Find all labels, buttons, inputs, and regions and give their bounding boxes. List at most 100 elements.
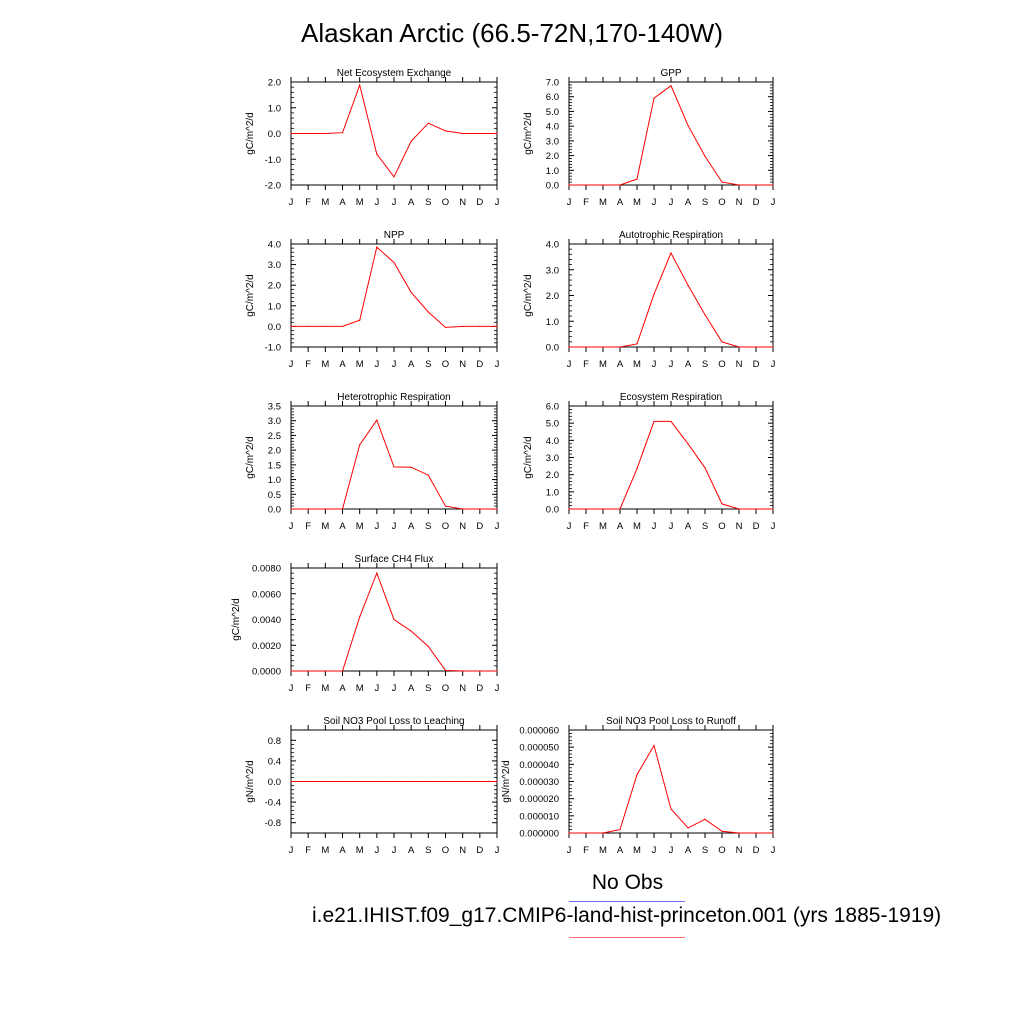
- x-tick-label: J: [771, 197, 776, 208]
- data-point: [341, 132, 344, 134]
- data-point: [393, 176, 395, 178]
- data-point: [704, 314, 706, 316]
- y-tick-label: 1.0: [546, 487, 559, 498]
- plot-frame: [568, 81, 774, 186]
- y-axis-label: gC/m^2/d: [523, 112, 534, 155]
- data-point: [307, 325, 309, 327]
- y-tick-label: 2.0: [268, 281, 281, 292]
- data-point: [462, 780, 464, 783]
- data-point: [619, 508, 621, 510]
- x-tick-label: J: [567, 845, 572, 856]
- x-tick-label: O: [442, 521, 449, 532]
- x-tick-label: A: [339, 845, 346, 856]
- x-tick-label: J: [771, 845, 776, 856]
- y-tick-label: 0.0080: [252, 564, 281, 575]
- data-point: [653, 97, 655, 99]
- x-tick-label: A: [339, 359, 346, 370]
- data-point: [444, 130, 447, 132]
- x-tick-label: J: [669, 845, 674, 856]
- data-point: [721, 341, 723, 343]
- data-point: [721, 830, 723, 832]
- data-point: [496, 670, 498, 672]
- data-point: [619, 828, 621, 831]
- data-point: [687, 284, 689, 286]
- data-point: [376, 419, 378, 421]
- x-tick-label: N: [459, 197, 466, 208]
- data-point: [324, 670, 326, 672]
- x-tick-label: M: [599, 197, 607, 208]
- panel-title: Soil NO3 Pool Loss to Leaching: [323, 716, 464, 727]
- data-point: [410, 291, 412, 294]
- panel-title: Soil NO3 Pool Loss to Runoff: [606, 716, 736, 727]
- data-point: [307, 780, 309, 783]
- x-tick-label: A: [408, 197, 415, 208]
- x-tick-label: A: [408, 683, 415, 694]
- data-point: [721, 503, 723, 505]
- x-tick-label: S: [425, 683, 431, 694]
- x-tick-label: S: [425, 197, 431, 208]
- x-tick-label: M: [321, 197, 329, 208]
- y-axis-label: gN/m^2/d: [245, 760, 256, 803]
- y-tick-label: 4.0: [546, 436, 559, 447]
- panel-title: Surface CH4 Flux: [355, 554, 434, 565]
- y-tick-label: 2.0: [546, 151, 559, 162]
- x-tick-label: J: [652, 359, 657, 370]
- y-tick-label: 1.0: [268, 103, 281, 114]
- panel-title: GPP: [660, 68, 681, 79]
- data-point: [496, 325, 498, 327]
- x-tick-label: M: [633, 359, 641, 370]
- data-point: [479, 780, 481, 783]
- data-point: [290, 508, 292, 510]
- data-point: [427, 122, 429, 124]
- x-tick-label: A: [617, 845, 624, 856]
- series-line: [569, 251, 773, 348]
- legend-model-label: i.e21.IHIST.f09_g17.CMIP6-land-hist-prin…: [312, 904, 942, 927]
- x-tick-label: O: [442, 359, 449, 370]
- x-tick-label: J: [652, 197, 657, 208]
- x-tick-label: A: [685, 359, 692, 370]
- y-tick-label: -0.8: [265, 818, 281, 829]
- series-line: [291, 246, 497, 328]
- x-tick-label: M: [321, 521, 329, 532]
- data-point: [359, 780, 361, 783]
- x-tick-label: J: [669, 197, 674, 208]
- x-tick-label: J: [392, 359, 397, 370]
- data-point: [393, 261, 395, 264]
- data-point: [462, 508, 464, 510]
- x-tick-label: N: [459, 845, 466, 856]
- y-tick-label: 0.000030: [519, 777, 559, 788]
- data-point: [427, 645, 429, 648]
- x-tick-label: S: [702, 521, 708, 532]
- panel-title: NPP: [384, 230, 405, 241]
- x-tick-label: J: [374, 845, 379, 856]
- x-tick-label: J: [652, 521, 657, 532]
- y-tick-label: 1.0: [546, 166, 559, 177]
- x-tick-label: A: [339, 521, 346, 532]
- x-tick-label: A: [685, 845, 692, 856]
- y-tick-label: 3.0: [268, 260, 281, 271]
- data-point: [307, 508, 309, 510]
- data-point: [602, 346, 604, 348]
- x-tick-label: M: [321, 683, 329, 694]
- x-tick-label: S: [702, 197, 708, 208]
- x-tick-label: N: [459, 359, 466, 370]
- x-tick-label: J: [771, 521, 776, 532]
- data-point: [359, 319, 361, 321]
- chart-panel: Autotrophic Respiration gC/m^2/d 0.0 1.0 2.0…: [523, 230, 776, 370]
- x-tick-label: M: [599, 845, 607, 856]
- x-tick-label: M: [356, 521, 364, 532]
- x-tick-label: O: [442, 683, 449, 694]
- y-tick-label: 0.0: [268, 129, 281, 140]
- series-line: [569, 420, 773, 510]
- data-point: [721, 181, 723, 183]
- data-point: [341, 780, 344, 783]
- y-tick-label: 0.000040: [519, 760, 559, 771]
- x-tick-label: A: [339, 197, 346, 208]
- x-tick-label: J: [289, 521, 294, 532]
- data-point: [479, 325, 481, 327]
- x-tick-label: A: [685, 521, 692, 532]
- x-tick-label: J: [495, 521, 500, 532]
- x-tick-label: S: [425, 521, 431, 532]
- y-tick-label: 0.000010: [519, 811, 559, 822]
